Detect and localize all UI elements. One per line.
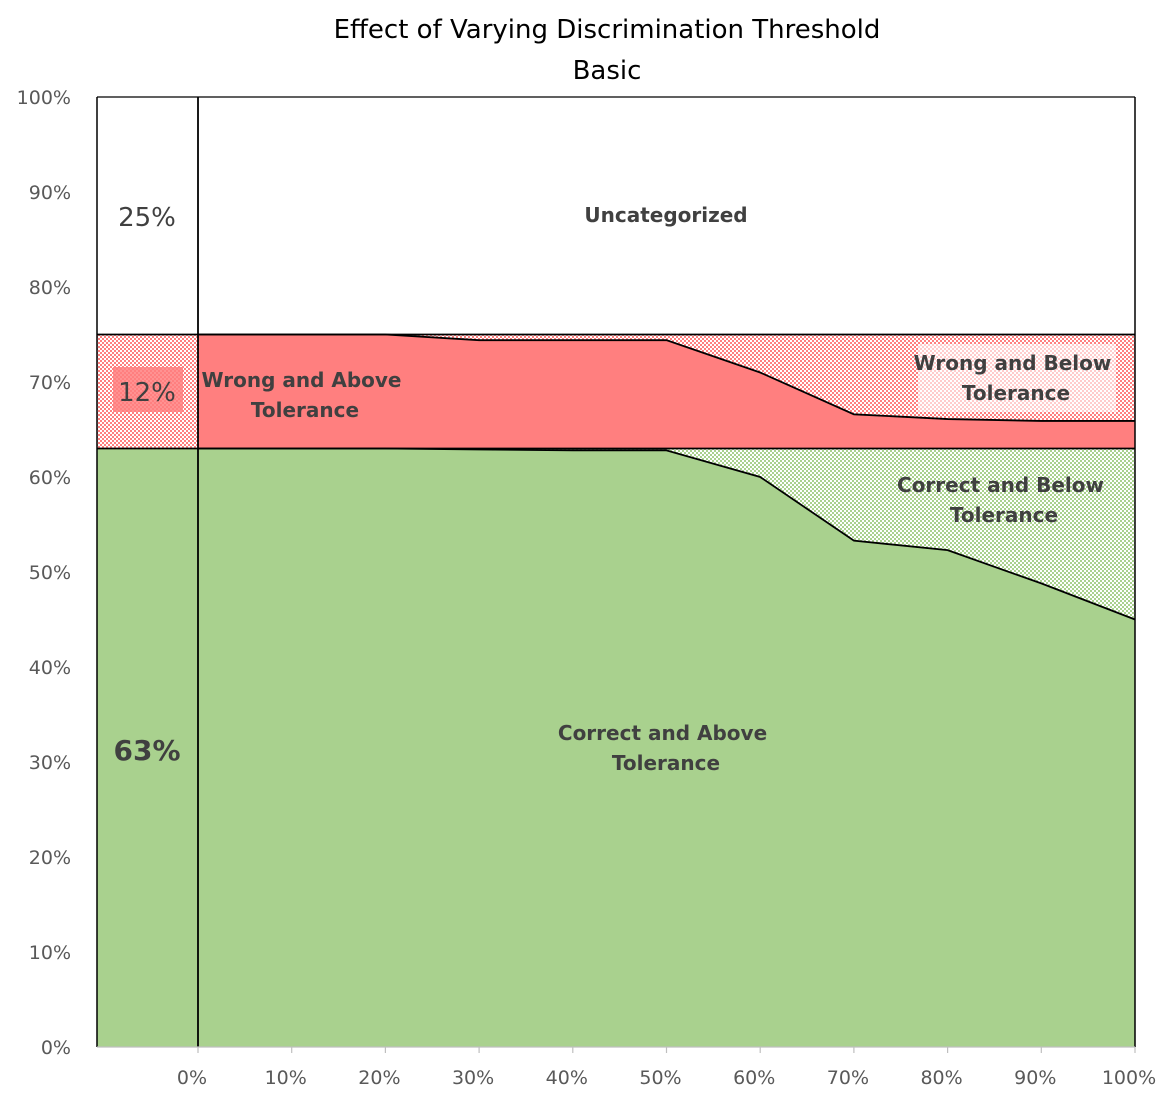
baseline-column	[97, 97, 198, 1047]
x-tick-label: 50%	[639, 1067, 681, 1089]
x-tick-label: 80%	[920, 1067, 962, 1089]
baseline-correct-label: 63%	[113, 734, 180, 767]
y-tick-label: 0%	[41, 1037, 71, 1059]
y-tick-label: 100%	[17, 87, 71, 109]
x-tick-label: 70%	[827, 1067, 869, 1089]
x-tick-label: 20%	[358, 1067, 400, 1089]
x-tick-label: 0%	[177, 1067, 207, 1089]
wrong-above-label: Wrong and Above Tolerance	[202, 368, 409, 422]
y-axis: 0% 10% 20% 30% 40% 50% 60% 70% 80% 90% 100%	[17, 87, 71, 1059]
y-tick-label: 90%	[29, 182, 71, 204]
wrong-below-label-bg	[918, 344, 1116, 412]
area-layers	[198, 97, 1135, 1047]
baseline-uncategorized-bar	[97, 97, 198, 335]
y-tick-label: 20%	[29, 847, 71, 869]
wrong-below-label: Wrong and Below Tolerance	[914, 351, 1119, 405]
y-tick-label: 80%	[29, 277, 71, 299]
y-tick-label: 40%	[29, 657, 71, 679]
x-tick-label: 10%	[265, 1067, 307, 1089]
baseline-correct-bar	[97, 448, 198, 1047]
x-axis: 0% 10% 20% 30% 40% 50% 60% 70% 80% 90% 100%	[177, 1047, 1156, 1089]
y-tick-label: 50%	[29, 562, 71, 584]
area-wrong-and-below-tolerance	[198, 334, 1135, 421]
x-tick-label: 60%	[733, 1067, 775, 1089]
uncategorized-label: Uncategorized	[584, 203, 747, 227]
area-correct-and-above-tolerance	[198, 448, 1135, 1047]
correct-above-label: Correct and Above Tolerance	[558, 721, 774, 775]
y-tick-label: 10%	[29, 942, 71, 964]
baseline-wrong-label: 12%	[118, 378, 176, 408]
chart-subtitle: Basic	[573, 56, 642, 86]
y-tick-label: 30%	[29, 752, 71, 774]
area-uncategorized	[198, 97, 1135, 335]
chart-title: Effect of Varying Discrimination Thresho…	[334, 15, 881, 45]
x-tick-label: 100%	[1102, 1067, 1156, 1089]
y-tick-label: 70%	[29, 372, 71, 394]
x-tick-label: 30%	[452, 1067, 494, 1089]
x-tick-label: 90%	[1014, 1067, 1056, 1089]
y-tick-label: 60%	[29, 467, 71, 489]
area-wrong-and-above-tolerance	[198, 334, 1135, 449]
area-correct-and-below-tolerance	[198, 448, 1135, 620]
boundary-lines	[96, 96, 1136, 1048]
correct-below-label: Correct and Below Tolerance	[897, 473, 1111, 527]
wrong-baseline-label-bg	[113, 367, 183, 412]
baseline-uncategorized-label: 25%	[118, 203, 176, 233]
x-tick-label: 40%	[546, 1067, 588, 1089]
